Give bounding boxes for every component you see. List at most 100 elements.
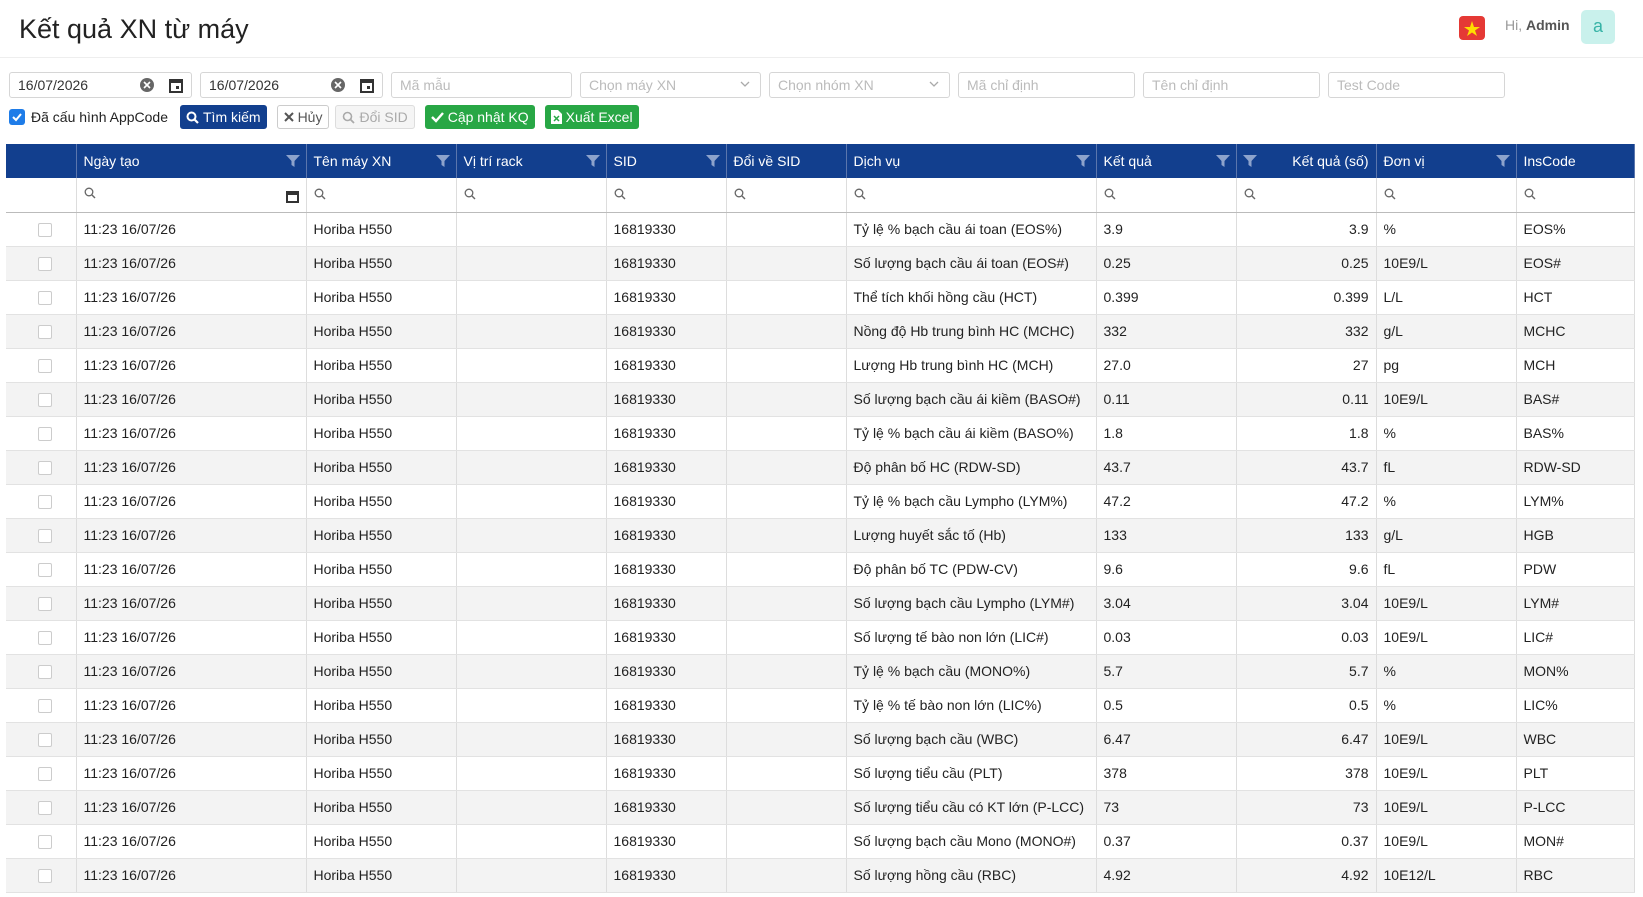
filter-cell[interactable] bbox=[726, 178, 847, 213]
calendar-icon[interactable] bbox=[169, 77, 183, 93]
data-row[interactable]: 11:23 16/07/26 Horiba H550 16819330 Số lượn… bbox=[6, 824, 1635, 859]
filter-icon[interactable] bbox=[585, 154, 600, 168]
header-cell[interactable]: Dịch vụ bbox=[846, 144, 1097, 178]
data-row[interactable]: 11:23 16/07/26 Horiba H550 16819330 Số lượn… bbox=[6, 722, 1635, 757]
header-cell[interactable]: Đơn vị bbox=[1376, 144, 1517, 178]
data-row[interactable]: 11:23 16/07/26 Horiba H550 16819330 Số lượn… bbox=[6, 790, 1635, 825]
test-code-input[interactable]: Test Code bbox=[1328, 72, 1505, 98]
row-checkbox[interactable] bbox=[38, 869, 52, 884]
row-checkbox[interactable] bbox=[38, 257, 52, 272]
search-button[interactable]: Tìm kiếm bbox=[180, 105, 267, 129]
avatar[interactable]: a bbox=[1581, 10, 1615, 44]
filter-cell[interactable] bbox=[1096, 178, 1237, 213]
filter-cell[interactable] bbox=[456, 178, 607, 213]
filter-cell[interactable] bbox=[1236, 178, 1377, 213]
row-checkbox[interactable] bbox=[38, 733, 52, 748]
cell: 16819330 bbox=[606, 722, 727, 757]
row-checkbox[interactable] bbox=[38, 529, 52, 544]
filter-cell[interactable] bbox=[846, 178, 1097, 213]
change-sid-button[interactable]: Đổi SID bbox=[335, 105, 415, 129]
header-cell[interactable]: Kết quả bbox=[1096, 144, 1237, 178]
row-checkbox[interactable] bbox=[38, 495, 52, 510]
clear-icon[interactable] bbox=[330, 77, 346, 93]
export-button[interactable]: Xuất Excel bbox=[544, 105, 639, 129]
data-row[interactable]: 11:23 16/07/26 Horiba H550 16819330 Lượng h… bbox=[6, 518, 1635, 553]
data-row[interactable]: 11:23 16/07/26 Horiba H550 16819330 Số lượn… bbox=[6, 382, 1635, 417]
data-row[interactable]: 11:23 16/07/26 Horiba H550 16819330 Độ phân… bbox=[6, 552, 1635, 587]
row-checkbox[interactable] bbox=[38, 427, 52, 442]
data-row[interactable]: 11:23 16/07/26 Horiba H550 16819330 Tỷ lệ %… bbox=[6, 416, 1635, 451]
filter-cell[interactable] bbox=[306, 178, 457, 213]
cell: 10E12/L bbox=[1376, 858, 1517, 893]
data-row[interactable]: 11:23 16/07/26 Horiba H550 16819330 Tỷ lệ %… bbox=[6, 212, 1635, 247]
header-cell[interactable]: Đổi về SID bbox=[726, 144, 847, 178]
machine-select[interactable]: Chọn máy XN bbox=[580, 72, 761, 98]
row-checkbox[interactable] bbox=[38, 393, 52, 408]
user-name[interactable]: Admin bbox=[1526, 17, 1570, 33]
data-row[interactable]: 11:23 16/07/26 Horiba H550 16819330 Số lượn… bbox=[6, 246, 1635, 281]
filter-icon[interactable] bbox=[435, 154, 450, 168]
filter-cell[interactable] bbox=[1516, 178, 1635, 213]
order-name-input[interactable]: Tên chỉ định bbox=[1143, 72, 1320, 98]
header-cell[interactable]: Kết quả (số) bbox=[1236, 144, 1377, 178]
data-row[interactable]: 11:23 16/07/26 Horiba H550 16819330 Số lượn… bbox=[6, 858, 1635, 893]
row-checkbox[interactable] bbox=[38, 563, 52, 578]
data-row[interactable]: 11:23 16/07/26 Horiba H550 16819330 Lượng H… bbox=[6, 348, 1635, 383]
cell: Số lượng tế bào non lớn (LIC#) bbox=[846, 620, 1097, 655]
filter-icon[interactable] bbox=[705, 154, 720, 168]
filter-icon[interactable] bbox=[1242, 154, 1257, 168]
header-cell[interactable]: SID bbox=[606, 144, 727, 178]
header-cell[interactable]: Tên máy XN bbox=[306, 144, 457, 178]
group-select[interactable]: Chọn nhóm XN bbox=[769, 72, 950, 98]
filter-icon[interactable] bbox=[1075, 154, 1090, 168]
row-checkbox[interactable] bbox=[38, 699, 52, 714]
clear-icon[interactable] bbox=[139, 77, 155, 93]
row-checkbox[interactable] bbox=[38, 835, 52, 850]
language-flag[interactable] bbox=[1459, 16, 1485, 40]
row-checkbox[interactable] bbox=[38, 597, 52, 612]
date-from[interactable]: 16/07/2026 bbox=[9, 72, 192, 98]
sample-input[interactable]: Mã mẫu bbox=[391, 72, 572, 98]
cancel-button[interactable]: Hủy bbox=[276, 105, 330, 129]
data-row[interactable]: 11:23 16/07/26 Horiba H550 16819330 Độ phân… bbox=[6, 450, 1635, 485]
filter-cell[interactable] bbox=[606, 178, 727, 213]
data-row[interactable]: 11:23 16/07/26 Horiba H550 16819330 Số lượn… bbox=[6, 620, 1635, 655]
data-row[interactable]: 11:23 16/07/26 Horiba H550 16819330 Tỷ lệ %… bbox=[6, 688, 1635, 723]
row-checkbox[interactable] bbox=[38, 801, 52, 816]
row-checkbox[interactable] bbox=[38, 291, 52, 306]
data-row[interactable]: 11:23 16/07/26 Horiba H550 16819330 Tỷ lệ %… bbox=[6, 484, 1635, 519]
filter-cell[interactable] bbox=[76, 178, 307, 213]
cell: Horiba H550 bbox=[306, 518, 457, 553]
cell: 9.6 bbox=[1096, 552, 1237, 587]
header-cell[interactable]: InsCode bbox=[1516, 144, 1635, 178]
filter-icon[interactable] bbox=[285, 154, 300, 168]
cell: 10E9/L bbox=[1376, 382, 1517, 417]
data-row[interactable]: 11:23 16/07/26 Horiba H550 16819330 Thể tíc… bbox=[6, 280, 1635, 315]
filter-cell[interactable] bbox=[1376, 178, 1517, 213]
data-row[interactable]: 11:23 16/07/26 Horiba H550 16819330 Tỷ lệ %… bbox=[6, 654, 1635, 689]
calendar-icon[interactable] bbox=[360, 77, 374, 93]
date-to[interactable]: 16/07/2026 bbox=[200, 72, 383, 98]
filter-icon[interactable] bbox=[1215, 154, 1230, 168]
row-checkbox[interactable] bbox=[38, 665, 52, 680]
data-row[interactable]: 11:23 16/07/26 Horiba H550 16819330 Số lượn… bbox=[6, 586, 1635, 621]
header-cell[interactable]: Vị trí rack bbox=[456, 144, 607, 178]
row-checkbox[interactable] bbox=[38, 461, 52, 476]
date-icons bbox=[139, 77, 183, 93]
cell: 27.0 bbox=[1096, 348, 1237, 383]
row-checkbox[interactable] bbox=[38, 767, 52, 782]
order-code-input[interactable]: Mã chỉ định bbox=[958, 72, 1135, 98]
row-checkbox[interactable] bbox=[38, 631, 52, 646]
filter-icon[interactable] bbox=[1495, 154, 1510, 168]
calendar-icon[interactable] bbox=[285, 189, 299, 204]
data-row[interactable]: 11:23 16/07/26 Horiba H550 16819330 Số lượn… bbox=[6, 756, 1635, 791]
header-cell[interactable]: Ngày tạo bbox=[76, 144, 307, 178]
appcode-checkbox[interactable] bbox=[9, 109, 25, 125]
cell: BAS# bbox=[1516, 382, 1635, 417]
row-checkbox[interactable] bbox=[38, 223, 52, 238]
cell: 133 bbox=[1236, 518, 1377, 553]
row-checkbox[interactable] bbox=[38, 325, 52, 340]
update-button[interactable]: Cập nhật KQ bbox=[424, 105, 535, 129]
data-row[interactable]: 11:23 16/07/26 Horiba H550 16819330 Nồng độ… bbox=[6, 314, 1635, 349]
row-checkbox[interactable] bbox=[38, 359, 52, 374]
